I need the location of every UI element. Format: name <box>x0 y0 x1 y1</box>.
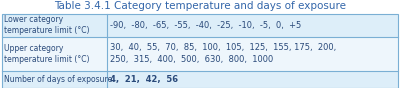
Bar <box>2 14 398 37</box>
Text: 4,  21,  42,  56: 4, 21, 42, 56 <box>110 75 178 84</box>
Text: -90,  -80,  -65,  -55,  -40,  -25,  -10,  -5,  0,  +5: -90, -80, -65, -55, -40, -25, -10, -5, 0… <box>110 21 301 30</box>
Text: Lower category
temperature limit (°C): Lower category temperature limit (°C) <box>4 15 90 35</box>
Text: 30,  40,  55,  70,  85,  100,  105,  125,  155, 175,  200,
250,  315,  400,  500: 30, 40, 55, 70, 85, 100, 105, 125, 155, … <box>110 43 336 64</box>
Bar <box>2 14 398 88</box>
Bar <box>2 70 398 88</box>
Bar <box>2 37 398 70</box>
Text: Upper category
temperature limit (°C): Upper category temperature limit (°C) <box>4 44 90 64</box>
Text: Number of days of exposure: Number of days of exposure <box>4 75 112 84</box>
Text: Table 3.4.1 Category temperature and days of exposure: Table 3.4.1 Category temperature and day… <box>54 1 346 11</box>
